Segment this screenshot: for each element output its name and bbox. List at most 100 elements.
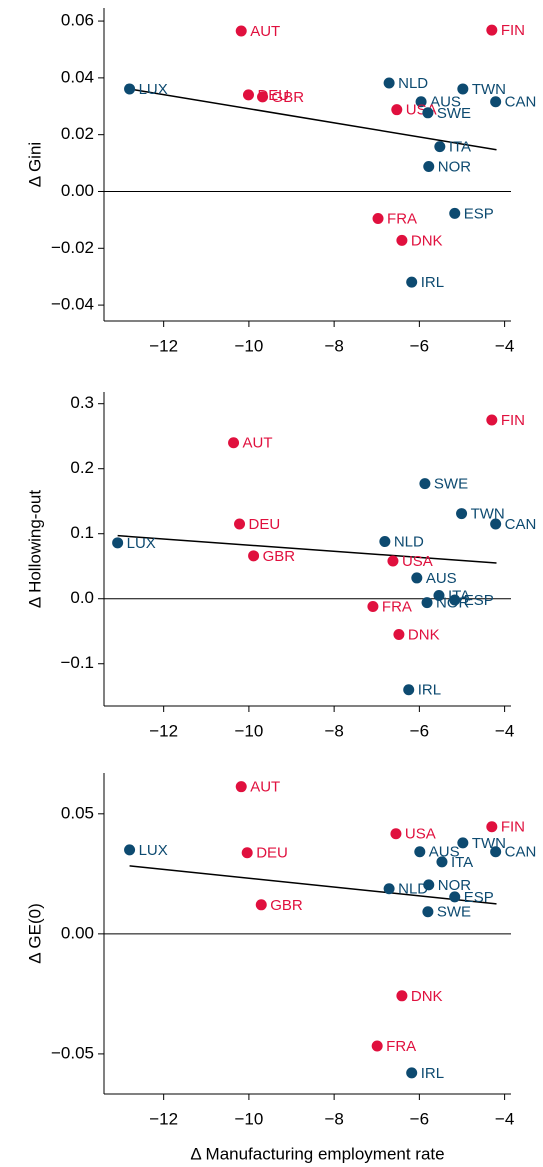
point-label: ESP (464, 592, 494, 609)
point (255, 899, 267, 911)
y-tick-label: 0.06 (61, 11, 94, 30)
point (393, 628, 405, 640)
y-axis-title: Δ Gini (25, 142, 44, 187)
point (415, 96, 427, 108)
point-label: GBR (272, 89, 305, 106)
point (234, 518, 246, 530)
point-label: DNK (411, 988, 443, 1005)
point-label: NOR (438, 877, 472, 894)
x-tick-label: −8 (324, 721, 343, 740)
x-axis-title: Δ Manufacturing employment rate (190, 1144, 444, 1163)
point (490, 846, 502, 858)
point (383, 883, 395, 895)
x-tick-label: −4 (495, 721, 514, 740)
point (372, 212, 384, 224)
point (486, 414, 498, 426)
point (403, 684, 415, 696)
point (419, 478, 431, 490)
y-tick-label: 0.0 (70, 588, 94, 607)
point (422, 906, 434, 918)
point-label: ESP (464, 889, 494, 906)
point-label: LUX (139, 81, 168, 98)
point (411, 572, 423, 584)
point-label: SWE (437, 105, 471, 122)
point (241, 847, 253, 859)
x-tick-label: −10 (234, 1109, 263, 1128)
point (371, 1040, 383, 1052)
point (457, 83, 469, 95)
point (396, 234, 408, 246)
point-label: DNK (411, 232, 443, 249)
point-label: FRA (386, 1038, 416, 1055)
point-label: GBR (270, 897, 303, 914)
y-axis-title: Δ Hollowing-out (25, 490, 44, 608)
point (396, 990, 408, 1002)
point-label: CAN (505, 94, 537, 111)
point (248, 550, 260, 562)
point-label: IRL (421, 274, 444, 291)
point (423, 160, 435, 172)
point (235, 781, 247, 793)
point (387, 555, 399, 567)
x-tick-label: −8 (324, 1109, 343, 1128)
point (257, 91, 269, 103)
y-tick-label: 0.2 (70, 458, 94, 477)
point-label: CAN (505, 516, 537, 533)
point-label: ITA (449, 139, 471, 156)
point-label: SWE (434, 476, 468, 493)
point-label: AUS (426, 570, 457, 587)
point-label: FRA (382, 599, 412, 616)
point-label: TWN (472, 835, 506, 852)
x-tick-label: −12 (149, 336, 178, 355)
x-tick-label: −4 (495, 1109, 514, 1128)
point-label: AUT (243, 435, 273, 452)
fit-line (129, 88, 497, 151)
point (379, 536, 391, 548)
y-tick-label: 0.05 (61, 803, 94, 822)
point (423, 879, 435, 891)
point-label: AUS (430, 94, 461, 111)
point (486, 24, 498, 36)
x-tick-label: −6 (410, 336, 429, 355)
point-label: USA (402, 553, 433, 570)
point-label: USA (405, 826, 436, 843)
y-tick-label: 0.1 (70, 523, 94, 542)
point (449, 207, 461, 219)
panel: 0.3 0.2 0.1 0.0 −0.1 −12 −10 −8 −6 −4 Δ Hollowing-… (25, 392, 536, 740)
point-label: TWN (472, 81, 506, 98)
point (421, 597, 433, 609)
y-tick-label: −0.05 (51, 1043, 94, 1062)
y-tick-label: 0.04 (61, 67, 94, 86)
point (406, 276, 418, 288)
point (390, 828, 402, 840)
point-label: NLD (398, 75, 428, 92)
point (124, 844, 136, 856)
point (367, 601, 379, 613)
point (406, 1067, 418, 1079)
point (235, 25, 247, 37)
point-label: DEU (249, 516, 281, 533)
panel: 0.05 0.00 −0.05 −12 −10 −8 −6 −4 Δ GE(0) Δ Manufa… (25, 773, 536, 1163)
point-label: SWE (437, 904, 471, 921)
fit-line (117, 534, 497, 564)
point-label: AUS (429, 844, 460, 861)
y-tick-label: −0.04 (51, 295, 94, 314)
point-label: FIN (501, 22, 525, 39)
panel: 0.06 0.04 0.02 0.00 −0.02 −0.04 −12 −10 −8 −6 −4 Δ … (25, 8, 536, 355)
point-label: TWN (471, 506, 505, 523)
x-tick-label: −10 (234, 336, 263, 355)
fit-line (129, 865, 497, 905)
point-label: IRL (421, 1065, 444, 1082)
point-label: AUT (250, 23, 280, 40)
point-label: NLD (394, 533, 424, 550)
y-tick-label: 0.00 (61, 181, 94, 200)
point (391, 104, 403, 116)
point (449, 594, 461, 606)
x-tick-label: −12 (149, 1109, 178, 1128)
point-label: DEU (256, 845, 288, 862)
point-label: FRA (387, 210, 417, 227)
y-tick-label: −0.1 (60, 653, 94, 672)
point (112, 537, 124, 549)
point (449, 891, 461, 903)
